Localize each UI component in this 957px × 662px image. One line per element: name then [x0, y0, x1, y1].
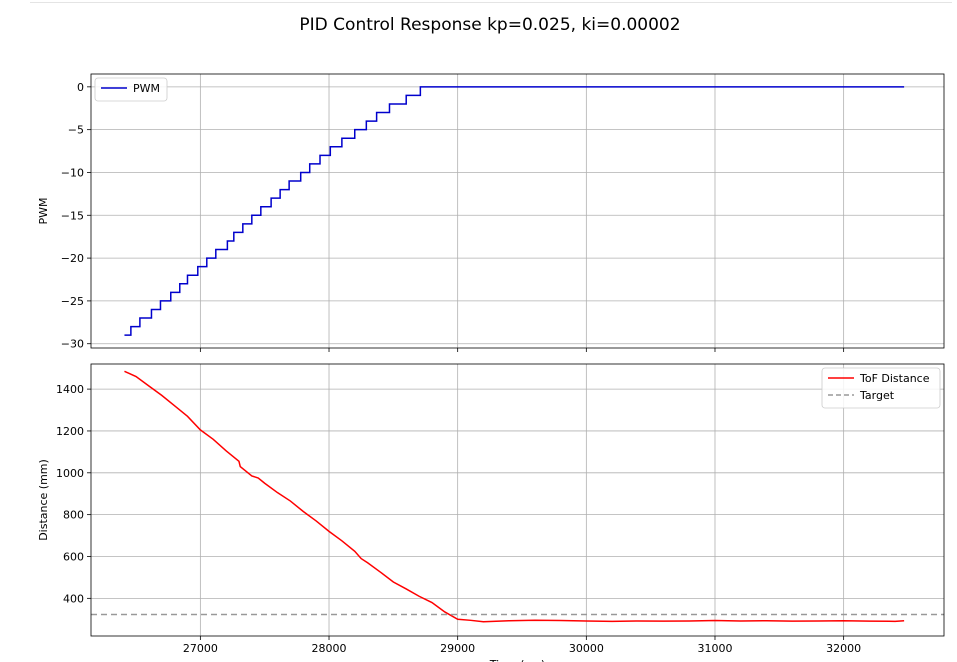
y-tick-label: −15 — [61, 209, 84, 222]
axes-frame — [90, 363, 945, 637]
y-tick-label: −20 — [61, 252, 84, 265]
axes-frame — [90, 73, 945, 349]
x-tick-label: 32000 — [826, 642, 861, 655]
window-top-border — [30, 0, 952, 3]
y-tick-label: −30 — [61, 338, 84, 351]
y-axis-label: Distance (mm) — [37, 459, 50, 541]
x-tick-label: 31000 — [697, 642, 732, 655]
legend-frame — [94, 77, 168, 102]
y-axis-label: PWM — [37, 197, 50, 224]
legend: ToF Distance Target — [821, 367, 941, 409]
figure-title: PID Control Response kp=0.025, ki=0.0000… — [299, 15, 680, 35]
legend-label: Target — [859, 389, 895, 402]
pwm-series-line — [124, 86, 905, 336]
y-tick-label: −10 — [61, 166, 84, 179]
y-tick-label: −25 — [61, 295, 84, 308]
distance-axes: 27000 28000 29000 30000 31000 32000 400 600 800 1… — [37, 363, 945, 662]
y-tick-label: 1400 — [56, 383, 84, 396]
x-tick-label: 30000 — [569, 642, 604, 655]
legend-label: ToF Distance — [859, 372, 930, 385]
tof-distance-series-line — [124, 370, 905, 623]
y-tick-label: 400 — [63, 592, 84, 605]
legend-label: PWM — [133, 82, 160, 95]
y-tick-label: 600 — [63, 550, 84, 563]
x-tick-label: 27000 — [183, 642, 218, 655]
y-tick-label: −5 — [68, 124, 84, 137]
y-tick-label: 800 — [63, 509, 84, 522]
y-tick-label: 0 — [77, 81, 84, 94]
legend: PWM — [94, 77, 168, 102]
y-tick-label: 1200 — [56, 425, 84, 438]
x-tick-label: 29000 — [440, 642, 475, 655]
x-axis-label: Time (ms) — [489, 658, 545, 662]
pwm-axes: 0 −5 −10 −15 −20 −25 −30 PWM PWM — [37, 73, 945, 352]
x-tick-label: 28000 — [312, 642, 347, 655]
y-tick-label: 1000 — [56, 467, 84, 480]
